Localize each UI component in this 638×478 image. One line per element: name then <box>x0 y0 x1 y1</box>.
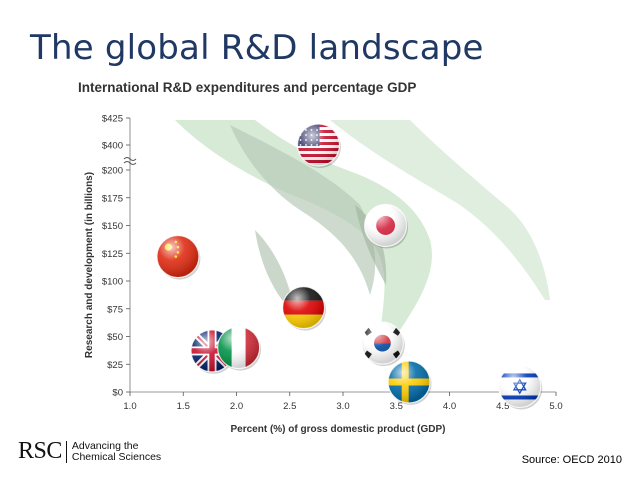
background-map <box>175 120 550 345</box>
y-tick-label: $100 <box>102 277 123 288</box>
flag-point-south-korea <box>360 321 405 367</box>
y-tick-label: $150 <box>102 221 123 232</box>
flag-point-sweden <box>387 360 432 406</box>
flag-point-china <box>156 234 201 280</box>
source-note: Source: OECD 2010 <box>521 454 622 466</box>
x-tick-label: 1.5 <box>177 401 190 412</box>
flag-point-japan <box>364 203 409 249</box>
chart-title: International R&D expenditures and perce… <box>78 80 417 95</box>
x-tick-label: 2.0 <box>230 401 243 412</box>
logo-text: Advancing the Chemical Sciences <box>71 439 162 463</box>
slide-title: The global R&D landscape <box>30 28 484 68</box>
flag-points <box>156 123 543 410</box>
logo-mark: RSC <box>18 438 62 464</box>
y-tick-label: $50 <box>107 332 123 343</box>
logo-divider <box>65 440 67 463</box>
logo-line-1: Advancing the <box>71 439 139 452</box>
y-tick-label: $25 <box>107 360 123 371</box>
x-tick-label: 1.0 <box>123 401 136 412</box>
y-tick-label: $0 <box>112 388 123 399</box>
y-tick-label: $175 <box>102 193 123 204</box>
y-axis-ticks: $0 $25 $50 $75 $100 $125 $150 $175 $200 $400 $425 <box>102 114 130 399</box>
y-tick-label: $425 <box>102 114 123 125</box>
y-tick-label: $200 <box>102 166 123 177</box>
y-tick-label: $400 <box>102 141 123 152</box>
flag-point-usa <box>296 123 342 168</box>
y-tick-label: $75 <box>107 304 123 315</box>
x-tick-label: 3.5 <box>390 401 403 412</box>
y-tick-label: $125 <box>102 249 123 260</box>
x-tick-label: 2.5 <box>283 401 296 412</box>
axis-break-icon <box>123 157 137 165</box>
y-axis-label: Research and development (in billions) <box>84 172 95 358</box>
x-tick-label: 3.0 <box>336 401 349 412</box>
flag-point-israel <box>498 364 543 410</box>
x-tick-label: 4.0 <box>443 401 456 412</box>
x-tick-label: 5.0 <box>549 401 562 412</box>
flag-point-italy <box>217 326 262 371</box>
rsc-logo: RSC Advancing the Chemical Sciences <box>18 438 161 465</box>
x-tick-label: 4.5 <box>496 401 509 412</box>
flag-point-germany <box>281 286 327 331</box>
x-axis-label: Percent (%) of gross domestic product (G… <box>230 424 445 435</box>
logo-line-2: Chemical Sciences <box>71 450 162 463</box>
x-axis-ticks: 1.0 1.5 2.0 2.5 3.0 3.5 4.0 4.5 5.0 <box>123 392 563 412</box>
